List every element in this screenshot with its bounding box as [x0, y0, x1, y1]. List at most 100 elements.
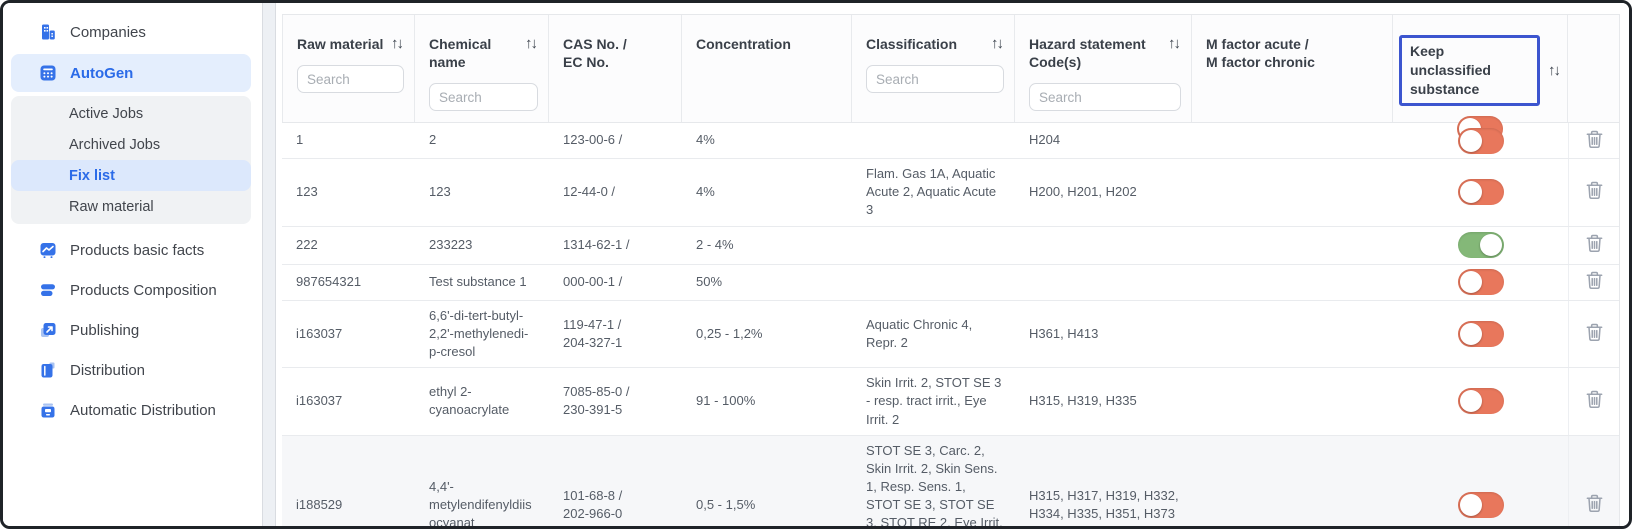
trash-icon — [1585, 493, 1604, 517]
header-keep-unclassified: Keep unclassified substance ↑↓ — [1393, 15, 1568, 142]
cell-classification — [852, 123, 1015, 158]
sidebar-item-label: Companies — [70, 23, 146, 41]
table-header: Raw material ↑↓ Chemical name ↑↓ CAS No.… — [282, 14, 1619, 142]
publish-arrow-icon — [39, 321, 57, 339]
delete-row-button[interactable] — [1583, 127, 1606, 155]
table-body: 1 2 123-00-6 / 4% H204 123 123 12-44-0 /… — [282, 123, 1619, 526]
keep-toggle[interactable] — [1457, 388, 1504, 415]
toggle-knob — [1459, 181, 1482, 204]
sidebar-item-label: AutoGen — [70, 64, 134, 82]
main-content: Raw material ↑↓ Chemical name ↑↓ CAS No.… — [282, 3, 1629, 526]
sidebar-item-products-composition[interactable]: Products Composition — [11, 270, 251, 310]
sidebar-item-autogen[interactable]: AutoGen — [11, 54, 251, 92]
column-label: Chemical name — [429, 36, 492, 71]
toggle-knob — [1459, 129, 1482, 152]
delete-row-button[interactable] — [1583, 268, 1606, 296]
cell-hazard-codes: H315, H319, H335 — [1029, 393, 1137, 409]
sort-icon[interactable]: ↑↓ — [1168, 35, 1181, 52]
cell-raw-material: 1 — [296, 132, 304, 148]
sidebar-subitem-archived-jobs[interactable]: Archived Jobs — [11, 129, 251, 160]
header-concentration: Concentration — [682, 15, 852, 122]
trash-icon — [1585, 129, 1604, 153]
hazard-codes-search-input[interactable] — [1029, 83, 1181, 112]
cell-chemical-name: 2 — [429, 132, 437, 148]
chemical-name-search-input[interactable] — [429, 83, 538, 112]
sidebar-subitem-raw-material[interactable]: Raw material — [11, 191, 251, 222]
column-label: M factor acute / M factor chronic — [1206, 36, 1315, 71]
raw-material-search-input[interactable] — [297, 65, 404, 94]
table-row: 222 233223 1314-62-1 / 2 - 4% — [282, 226, 1619, 265]
trash-icon — [1585, 233, 1604, 257]
column-label: Classification — [866, 36, 958, 52]
dispenser-icon — [39, 401, 57, 419]
keep-toggle[interactable] — [1457, 232, 1504, 259]
cell-raw-material: i163037 — [296, 325, 343, 341]
delete-row-button[interactable] — [1583, 320, 1606, 348]
sidebar-item-products-basic-facts[interactable]: Products basic facts — [11, 230, 251, 270]
cell-raw-material: 987654321 — [296, 273, 362, 289]
keep-toggle[interactable] — [1457, 492, 1504, 519]
sidebar-subitem-label: Active Jobs — [69, 105, 144, 122]
sort-icon[interactable]: ↑↓ — [525, 35, 538, 52]
fix-list-table: Raw material ↑↓ Chemical name ↑↓ CAS No.… — [282, 14, 1620, 526]
keep-toggle[interactable] — [1457, 320, 1504, 347]
sort-icon[interactable]: ↑↓ — [1548, 62, 1561, 79]
trash-icon — [1585, 322, 1604, 346]
cell-concentration: 4% — [696, 184, 715, 200]
cell-m-factor — [1192, 159, 1393, 226]
toggle-knob — [1459, 322, 1482, 345]
autogen-submenu: Active Jobs Archived Jobs Fix list Raw m… — [11, 96, 251, 224]
column-label: Keep unclassified substance — [1410, 43, 1491, 97]
cell-cas-no: 119-47-1 / 204-327-1 — [563, 316, 623, 350]
sidebar-subitem-active-jobs[interactable]: Active Jobs — [11, 98, 251, 129]
keep-toggle[interactable] — [1457, 127, 1504, 154]
header-m-factor: M factor acute / M factor chronic — [1192, 15, 1393, 122]
column-label: CAS No. / EC No. — [563, 36, 627, 71]
table-row: i163037 6,6'-di-tert-butyl-2,2'-methylen… — [282, 300, 1619, 369]
cell-chemical-name: 4,4'-metylendifenyldiisocyanat — [429, 479, 532, 526]
header-hazard-codes: Hazard statement Code(s) ↑↓ — [1015, 15, 1192, 122]
delete-row-button[interactable] — [1583, 387, 1606, 415]
delete-row-button[interactable] — [1583, 178, 1606, 206]
autogen-icon — [39, 64, 57, 82]
companies-icon — [39, 23, 57, 41]
cell-cas-no: 000-00-1 / — [563, 273, 623, 289]
header-raw-material: Raw material ↑↓ — [282, 15, 415, 122]
sidebar-item-publishing[interactable]: Publishing — [11, 310, 251, 350]
sidebar-item-label: Publishing — [70, 321, 140, 339]
vertical-scrollbar[interactable] — [262, 3, 276, 526]
header-cas-no: CAS No. / EC No. — [549, 15, 682, 122]
keep-toggle[interactable] — [1457, 179, 1504, 206]
cell-cas-no: 123-00-6 / — [563, 132, 623, 148]
sidebar-item-automatic-distribution[interactable]: Automatic Distribution — [11, 390, 251, 430]
cell-concentration: 2 - 4% — [696, 236, 734, 252]
column-label: Concentration — [696, 36, 791, 52]
sort-icon[interactable]: ↑↓ — [391, 35, 404, 52]
delete-row-button[interactable] — [1583, 231, 1606, 259]
annotation-highlight-box: Keep unclassified substance — [1399, 35, 1540, 106]
keep-toggle[interactable] — [1457, 269, 1504, 296]
table-row: i163037 ethyl 2-cyanoacrylate 7085-85-0 … — [282, 368, 1619, 436]
toggle-knob — [1459, 271, 1482, 294]
sidebar-main-items: Products basic facts Products Compositio… — [11, 230, 251, 430]
layers-icon — [39, 281, 57, 299]
cell-cas-no: 101-68-8 / 202-966-0 — [563, 488, 623, 522]
sidebar-item-companies[interactable]: Companies — [11, 17, 251, 47]
cell-m-factor — [1192, 227, 1393, 264]
sidebar-item-label: Distribution — [70, 361, 146, 379]
delete-row-button[interactable] — [1583, 491, 1606, 519]
cell-concentration: 91 - 100% — [696, 393, 756, 409]
cell-hazard-codes: H361, H413 — [1029, 325, 1099, 341]
toggle-knob — [1459, 390, 1482, 413]
sidebar-subitem-fix-list[interactable]: Fix list — [11, 160, 251, 191]
cell-chemical-name: Test substance 1 — [429, 273, 527, 289]
sidebar-item-distribution[interactable]: Distribution — [11, 350, 251, 390]
cell-chemical-name: ethyl 2-cyanoacrylate — [429, 384, 510, 418]
sort-icon[interactable]: ↑↓ — [991, 35, 1004, 52]
sidebar-gap — [255, 3, 262, 526]
classification-search-input[interactable] — [866, 65, 1004, 94]
table-row: 123 123 12-44-0 / 4% Flam. Gas 1A, Aquat… — [282, 159, 1619, 227]
table-row: 987654321 Test substance 1 000-00-1 / 50… — [282, 264, 1619, 301]
cell-m-factor — [1192, 123, 1393, 158]
